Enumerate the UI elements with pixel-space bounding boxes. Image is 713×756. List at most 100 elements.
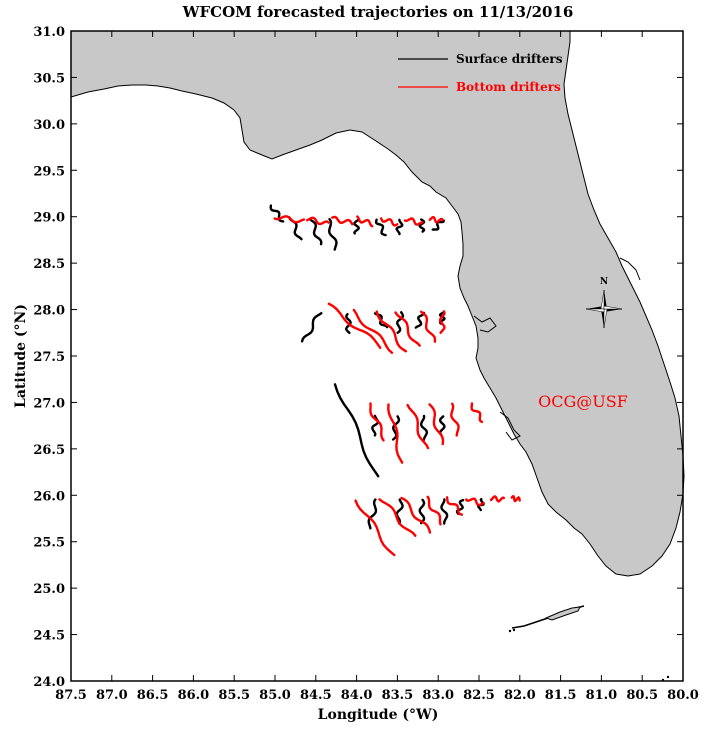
surface-drifter-track — [391, 415, 401, 441]
x-tick-label: 81.0 — [586, 688, 618, 703]
surface-drifter-track — [309, 218, 323, 246]
bottom-drifter-track — [394, 311, 421, 347]
bottom-drifter-track — [450, 402, 460, 437]
surface-drifter-track — [395, 218, 404, 236]
bottom-drifter-track — [438, 310, 446, 334]
surface-drifter-tracks — [269, 204, 485, 530]
bottom-drifter-track — [379, 217, 399, 227]
bottom-drifter-track — [419, 310, 437, 343]
y-tick-label: 29.0 — [33, 211, 65, 226]
bottom-drifter-track — [403, 217, 424, 226]
bottom-drifter-track — [445, 496, 464, 516]
surface-drifter-track — [333, 383, 380, 478]
surface-drifter-track — [353, 218, 360, 235]
surface-drifter-track — [418, 218, 426, 233]
y-tick-label: 30.5 — [33, 71, 65, 86]
surface-drifter-track — [438, 415, 446, 437]
x-tick-label: 81.5 — [545, 688, 577, 703]
bottom-drifter-track — [465, 497, 485, 507]
bottom-drifter-track — [331, 215, 354, 226]
x-axis: 87.5 87.0 86.5 86.0 85.5 85.0 84.5 84.0 83.5 83.0… — [55, 31, 699, 703]
bottom-drifter-track — [428, 403, 445, 446]
legend-bottom-label: Bottom drifters — [456, 80, 561, 94]
surface-drifter-track — [440, 498, 449, 525]
bottom-drifter-track — [352, 308, 394, 354]
bottom-drifter-track — [406, 403, 430, 450]
y-tick-label: 25.0 — [33, 582, 65, 597]
bottom-drifter-track — [356, 215, 374, 228]
x-tick-label: 82.5 — [463, 688, 495, 703]
bottom-drifter-track — [387, 403, 404, 464]
trajectories-layer — [269, 204, 521, 557]
surface-drifter-track — [367, 498, 378, 530]
bottom-drifter-track — [273, 215, 306, 224]
y-tick-label: 26.0 — [33, 489, 65, 504]
y-axis-title: Latitude (°N) — [13, 304, 29, 408]
x-tick-label: 86.0 — [178, 688, 210, 703]
compass-north-label: N — [600, 277, 608, 287]
charlotte-harbor-outline — [499, 411, 521, 441]
y-tick-label: 24.0 — [33, 675, 65, 690]
dry-tortugas-islet — [512, 628, 516, 632]
x-tick-label: 84.5 — [300, 688, 332, 703]
y-tick-label: 29.5 — [33, 164, 65, 179]
dry-tortugas-islet — [508, 629, 512, 633]
surface-drifter-track — [269, 204, 285, 223]
bottom-drifter-track — [369, 402, 385, 442]
surface-drifter-track — [300, 312, 323, 343]
surface-drifter-track — [396, 311, 405, 334]
bottom-drifter-track — [470, 402, 484, 424]
x-tick-label: 85.5 — [218, 688, 250, 703]
tampa-bay-outline — [473, 315, 497, 333]
y-axis: 31.0 30.5 30.0 29.5 29.0 28.5 28.0 27.5 27.0 26.5… — [33, 25, 683, 690]
y-tick-label: 31.0 — [33, 25, 65, 40]
bottom-drifter-track — [378, 498, 417, 537]
bottom-drifter-track — [489, 495, 505, 503]
x-tick-label: 84.0 — [341, 688, 373, 703]
y-tick-label: 27.5 — [33, 350, 65, 365]
x-tick-label: 86.5 — [137, 688, 169, 703]
east-coast-islands — [619, 257, 641, 281]
x-tick-label: 82.0 — [504, 688, 536, 703]
y-tick-label: 24.5 — [33, 629, 65, 644]
compass-rose-icon: N — [585, 277, 623, 329]
y-tick-label: 28.5 — [33, 257, 65, 272]
surface-drifter-track — [431, 219, 445, 231]
bottom-drifter-track — [354, 499, 396, 557]
bahamas-islet — [666, 675, 670, 679]
surface-drifter-track — [414, 311, 426, 329]
y-tick-label: 26.5 — [33, 443, 65, 458]
land-layer — [70, 30, 685, 682]
bottom-drifter-tracks — [273, 215, 521, 557]
surface-drifter-track — [418, 498, 426, 525]
x-tick-label: 87.5 — [55, 688, 87, 703]
bottom-drifter-track — [428, 215, 444, 224]
y-tick-label: 28.0 — [33, 304, 65, 319]
surface-drifter-track — [328, 217, 338, 251]
bottom-drifter-track — [426, 495, 442, 526]
x-tick-label: 80.5 — [626, 688, 658, 703]
x-tick-label: 83.0 — [422, 688, 454, 703]
y-tick-label: 27.0 — [33, 396, 65, 411]
y-tick-label: 25.5 — [33, 536, 65, 551]
x-tick-label: 80.0 — [667, 688, 699, 703]
bottom-drifter-track — [375, 310, 407, 353]
florida-landmass — [70, 30, 685, 577]
surface-drifter-track — [420, 414, 429, 442]
surface-drifter-track — [374, 218, 387, 237]
y-tick-label: 30.0 — [33, 118, 65, 133]
x-tick-label: 83.5 — [382, 688, 414, 703]
surface-drifter-track — [395, 498, 404, 525]
surface-drifter-track — [345, 313, 352, 334]
bottom-drifter-track — [327, 302, 382, 349]
x-axis-title: Longitude (°W) — [318, 707, 439, 723]
keys-islands — [544, 606, 581, 621]
bottom-drifter-track — [306, 216, 330, 226]
x-tick-label: 85.0 — [259, 688, 291, 703]
legend: Surface drifters Bottom drifters — [398, 52, 563, 94]
bottom-drifter-track — [400, 496, 432, 534]
ocg-usf-watermark: OCG@USF — [538, 392, 628, 411]
bottom-drifter-track — [510, 495, 521, 503]
legend-surface-label: Surface drifters — [456, 52, 563, 66]
